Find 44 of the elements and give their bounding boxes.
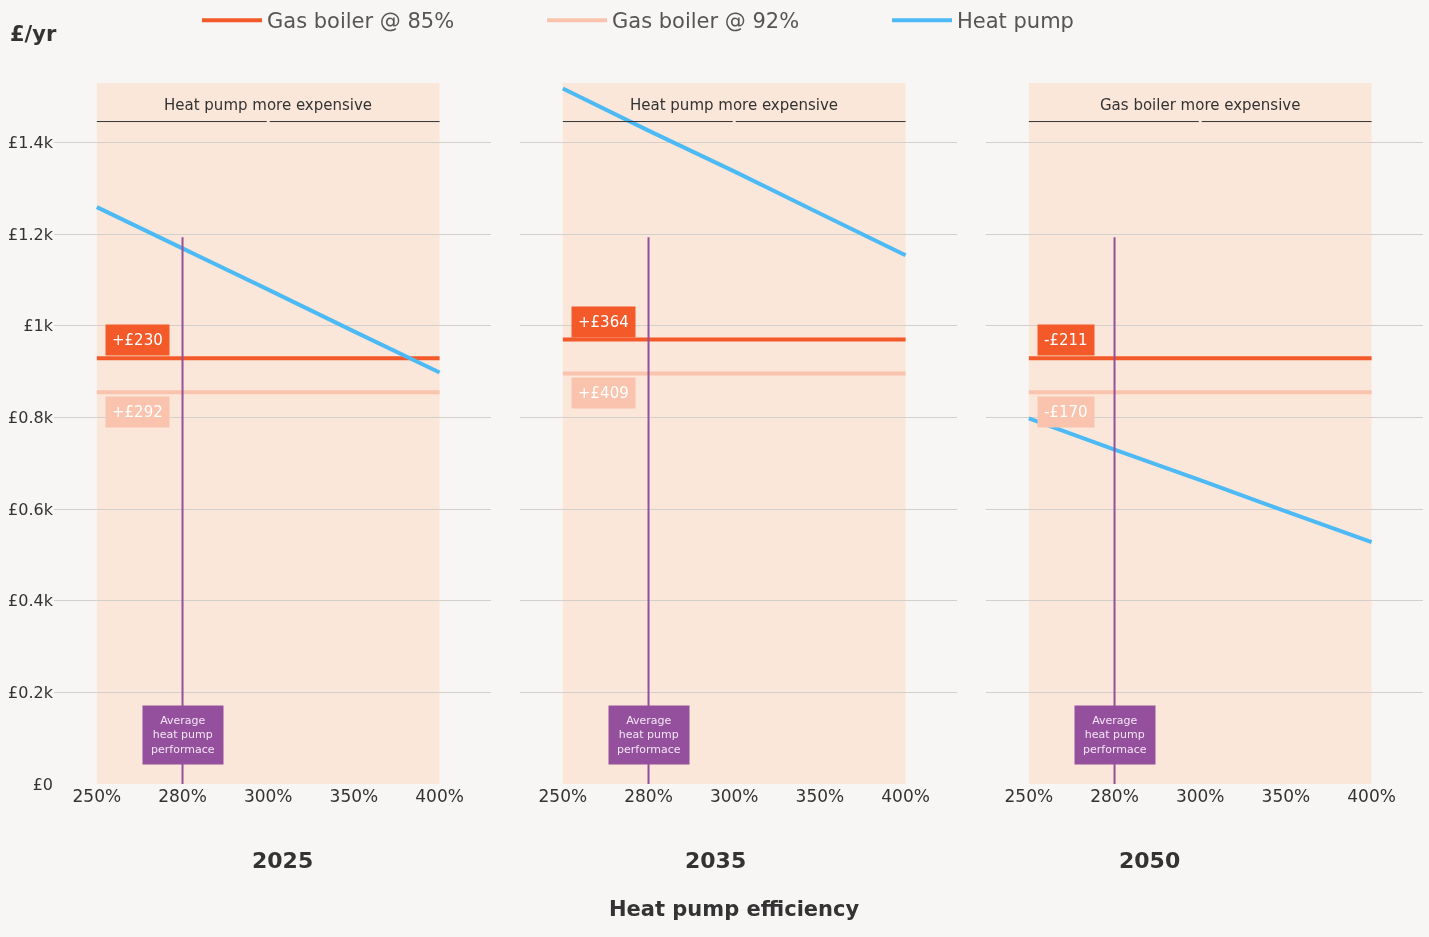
annotation: +£230 (112, 331, 163, 349)
annotation: +£409 (578, 384, 629, 402)
y-tick-label: £0 (32, 774, 53, 794)
legend-label: Gas boiler @ 92% (612, 9, 800, 34)
x-tick-label: 350% (1261, 786, 1311, 806)
text: 2050 (1119, 848, 1181, 873)
legend-label: Gas boiler @ 85% (267, 9, 455, 34)
line-series (94, 205, 442, 375)
text: 2025 (252, 848, 314, 873)
x-tick-label: 250% (538, 786, 588, 806)
legend-label: Heat pump (957, 9, 1074, 34)
y-axis-title: £/yr (10, 22, 57, 46)
y-tick-label: £0.2k (8, 682, 54, 702)
annotation: -£170 (1044, 403, 1088, 421)
ref-line-label: Average heat pump performace (1083, 714, 1147, 756)
x-tick-label: 400% (881, 786, 930, 806)
y-tick-label: £1.4k (8, 133, 54, 153)
x-tick-label: 280% (624, 786, 673, 806)
y-tick-label: £1.2k (8, 224, 54, 244)
x-tick-label: 350% (795, 786, 845, 806)
band-label: Gas boiler more expensive (1100, 96, 1301, 114)
text: 2035 (685, 848, 747, 873)
x-tick-label: 280% (1090, 786, 1139, 806)
x-tick-label: 350% (329, 786, 379, 806)
y-tick-label: £0.4k (8, 591, 54, 611)
x-tick-label: 400% (415, 786, 464, 806)
annotation: +£292 (112, 403, 163, 421)
band-label: Heat pump more expensive (164, 96, 373, 114)
x-tick-label: 250% (72, 786, 122, 806)
y-tick-label: £0.6k (8, 499, 54, 519)
band-label: Heat pump more expensive (630, 96, 839, 114)
x-tick-label: 300% (1175, 786, 1225, 806)
x-tick-label: 400% (1347, 786, 1396, 806)
annotation: +£364 (578, 313, 629, 331)
y-tick-label: £0.8k (8, 408, 54, 428)
y-tick-label: £1k (23, 316, 54, 336)
x-tick-label: 300% (709, 786, 759, 806)
ref-line-label: Average heat pump performace (151, 714, 215, 756)
annotation: -£211 (1044, 331, 1088, 349)
x-axis-title: Heat pump efficiency (609, 897, 860, 921)
ref-line-label: Average heat pump performace (617, 714, 681, 756)
x-tick-label: 250% (1004, 786, 1054, 806)
x-tick-label: 300% (243, 786, 293, 806)
x-tick-label: 280% (158, 786, 207, 806)
